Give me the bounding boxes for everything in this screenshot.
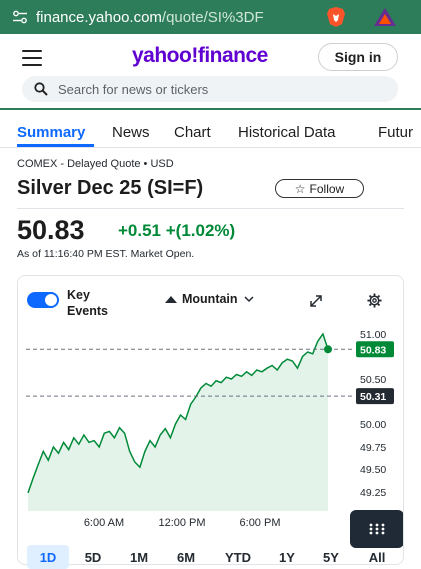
follow-button[interactable]: ☆ Follow: [275, 179, 364, 198]
site-settings-icon[interactable]: [10, 7, 30, 27]
brave-shield-icon[interactable]: [324, 5, 348, 29]
browser-address-bar[interactable]: finance.yahoo.com/quote/SI%3DF: [0, 0, 421, 34]
hamburger-menu-icon[interactable]: [22, 50, 42, 66]
sign-in-button[interactable]: Sign in: [318, 43, 398, 71]
quote-tabs: Summary News Chart Historical Data Futur: [0, 122, 421, 148]
expand-icon[interactable]: [309, 294, 323, 308]
chart-card: Key Events Mountain 51.00 50.50 50.00 49.75…: [17, 275, 404, 565]
y-tick-label: 51.00: [360, 329, 386, 341]
quote-divider: [17, 208, 404, 209]
y-tick-label: 49.25: [360, 487, 386, 499]
range-1d[interactable]: 1D: [27, 545, 69, 569]
range-5d[interactable]: 5D: [84, 549, 102, 565]
tab-summary[interactable]: Summary: [17, 124, 86, 141]
chart-type-dropdown[interactable]: Mountain: [164, 292, 254, 306]
quote-source: COMEX - Delayed Quote • USD: [17, 158, 174, 170]
search-input[interactable]: [58, 81, 378, 97]
tab-historical-data[interactable]: Historical Data: [238, 124, 336, 141]
y-tick-label: 49.75: [360, 442, 386, 454]
range-ytd[interactable]: YTD: [225, 549, 251, 565]
x-tick-label: 6:00 PM: [240, 517, 281, 529]
grid-dots-icon: [369, 523, 385, 535]
x-tick-label: 6:00 AM: [84, 517, 124, 529]
mountain-icon: [165, 296, 177, 303]
prev-close-tag-text: 50.31: [360, 391, 386, 403]
x-tick-label: 12:00 PM: [158, 517, 205, 529]
key-events-toggle[interactable]: [27, 292, 59, 308]
search-icon: [34, 82, 48, 96]
active-tab-indicator: [17, 144, 94, 147]
range-1m[interactable]: 1M: [129, 549, 149, 565]
current-price: 50.83: [17, 215, 85, 245]
prev-close-tag: 50.31: [356, 388, 394, 405]
chart-grid-button[interactable]: [350, 510, 403, 548]
url-text[interactable]: finance.yahoo.com/quote/SI%3DF: [36, 8, 264, 26]
tab-chart[interactable]: Chart: [174, 124, 211, 141]
range-5y[interactable]: 5Y: [323, 549, 339, 565]
chart-type-label: Mountain: [182, 292, 238, 306]
yahoo-finance-logo[interactable]: yahoo!finance: [132, 44, 268, 67]
range-selector: 1D 5D 1M 6M YTD 1Y 5Y All: [17, 545, 404, 569]
search-bar[interactable]: [22, 76, 398, 102]
tab-news[interactable]: News: [112, 124, 150, 141]
price-chart[interactable]: 51.00 50.50 50.00 49.75 49.50 49.25 50.83 50.…: [18, 326, 404, 531]
current-price-dot: [324, 345, 332, 354]
tabs-divider: [0, 147, 421, 148]
rewards-triangle-icon[interactable]: [372, 6, 398, 28]
chevron-down-icon: [244, 296, 254, 303]
tab-futures[interactable]: Futur: [378, 124, 414, 141]
y-tick-label: 50.50: [360, 374, 386, 386]
range-all[interactable]: All: [368, 549, 386, 565]
follow-label: Follow: [309, 181, 345, 196]
site-header: yahoo!finance Sign in: [0, 34, 421, 109]
current-price-tag: 50.83: [356, 341, 394, 358]
range-1y[interactable]: 1Y: [279, 549, 295, 565]
key-events-label: Key Events: [67, 288, 108, 318]
y-tick-label: 49.50: [360, 464, 386, 476]
market-timestamp: As of 11:16:40 PM EST. Market Open.: [17, 248, 195, 260]
star-icon: ☆: [294, 181, 306, 196]
page-title: Silver Dec 25 (SI=F): [17, 177, 204, 199]
y-tick-label: 50.00: [360, 419, 386, 431]
chart-price-line: [27, 332, 329, 494]
chart-area-fill: [28, 334, 328, 511]
current-price-tag-text: 50.83: [360, 344, 386, 356]
price-change: +0.51 +(1.02%): [118, 221, 236, 240]
range-6m[interactable]: 6M: [176, 549, 196, 565]
header-divider: [0, 108, 421, 110]
gear-icon[interactable]: [367, 293, 382, 308]
